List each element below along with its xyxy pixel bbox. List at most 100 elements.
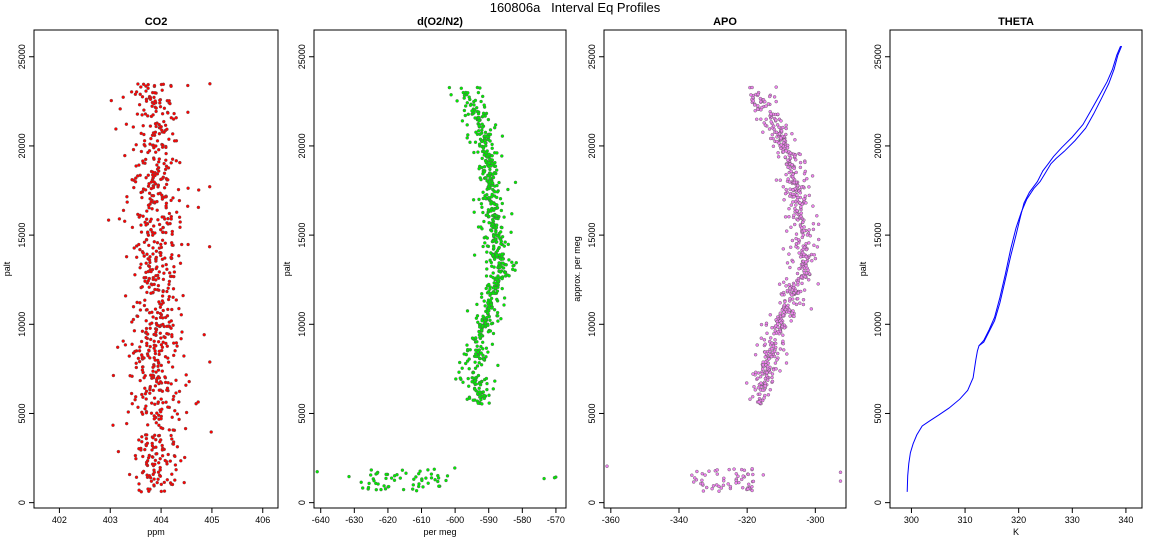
data-point <box>498 196 503 201</box>
plot-frame <box>889 29 1143 509</box>
data-point <box>482 299 486 303</box>
data-point <box>153 351 158 356</box>
data-point <box>177 254 181 258</box>
data-point <box>411 483 415 487</box>
data-point <box>500 154 504 158</box>
data-point <box>133 453 138 458</box>
data-point <box>748 397 752 401</box>
data-point <box>816 282 820 286</box>
data-point <box>426 481 430 485</box>
data-point <box>157 381 161 386</box>
data-point <box>800 281 804 286</box>
data-point <box>184 373 188 377</box>
data-point <box>502 303 506 307</box>
data-point <box>473 140 478 144</box>
data-point <box>798 201 802 205</box>
plot-frame <box>33 29 279 509</box>
data-point <box>153 458 158 463</box>
data-point <box>148 326 152 330</box>
data-point <box>497 180 501 185</box>
y-axis-label: approx. per meg <box>572 236 582 302</box>
data-point <box>144 175 148 180</box>
data-point <box>502 244 506 248</box>
data-point <box>495 310 500 315</box>
data-point <box>495 203 499 207</box>
data-point <box>161 143 165 147</box>
data-point <box>779 143 783 147</box>
data-point <box>487 173 491 178</box>
data-point <box>815 214 819 218</box>
data-point <box>154 249 159 253</box>
data-point <box>162 171 167 176</box>
data-point <box>478 395 482 399</box>
data-point <box>605 464 609 468</box>
data-point <box>788 286 792 290</box>
data-point <box>160 294 165 298</box>
data-point <box>159 177 163 182</box>
data-point <box>757 400 761 404</box>
data-point <box>493 123 498 127</box>
data-point <box>476 401 480 405</box>
data-point <box>162 106 167 111</box>
data-point <box>756 92 760 97</box>
y-tick-label: 15000 <box>297 223 307 248</box>
y-tick-label: 10000 <box>587 312 597 337</box>
x-tick-label: -360 <box>602 515 620 525</box>
data-point <box>767 357 771 361</box>
data-point <box>171 323 175 327</box>
data-point <box>144 99 149 103</box>
data-point <box>793 154 797 159</box>
data-point <box>137 488 141 492</box>
data-point <box>500 276 504 281</box>
data-point <box>759 99 763 104</box>
data-point <box>160 112 165 116</box>
data-point <box>492 265 496 269</box>
data-point <box>764 117 768 122</box>
data-point <box>141 251 145 255</box>
data-point <box>142 108 146 112</box>
data-point <box>170 307 174 312</box>
data-point <box>186 242 190 247</box>
data-point <box>487 282 491 287</box>
data-point <box>755 343 759 347</box>
data-point <box>142 303 147 308</box>
data-point <box>488 132 493 137</box>
data-point <box>146 150 150 155</box>
data-point <box>161 225 165 230</box>
data-point <box>151 375 156 380</box>
data-point <box>765 370 769 375</box>
figure-title: 160806a Interval Eq Profiles <box>489 0 661 15</box>
data-point <box>164 164 169 169</box>
data-point <box>486 350 490 354</box>
data-point <box>500 286 504 291</box>
data-point <box>480 128 484 132</box>
data-point <box>753 108 757 113</box>
data-point <box>134 255 139 259</box>
data-point <box>154 274 158 278</box>
data-point <box>485 236 489 240</box>
data-layer <box>315 85 558 493</box>
data-point <box>781 150 786 154</box>
data-point <box>797 267 801 271</box>
data-point <box>361 486 365 490</box>
data-point <box>143 374 147 378</box>
data-point <box>772 349 777 353</box>
data-point <box>792 166 796 171</box>
data-point <box>756 107 760 112</box>
data-point <box>156 340 161 344</box>
data-point <box>491 286 496 290</box>
data-point <box>459 86 463 91</box>
data-point <box>758 96 763 101</box>
data-point <box>134 361 138 365</box>
data-point <box>369 468 373 472</box>
data-point <box>167 99 171 103</box>
data-point <box>159 397 163 401</box>
data-point <box>484 143 488 148</box>
data-point <box>160 299 165 303</box>
data-point <box>148 255 152 259</box>
data-layer <box>906 45 1123 492</box>
data-point <box>690 473 694 477</box>
data-point <box>780 324 784 329</box>
data-point <box>460 119 465 123</box>
data-point <box>806 268 810 272</box>
